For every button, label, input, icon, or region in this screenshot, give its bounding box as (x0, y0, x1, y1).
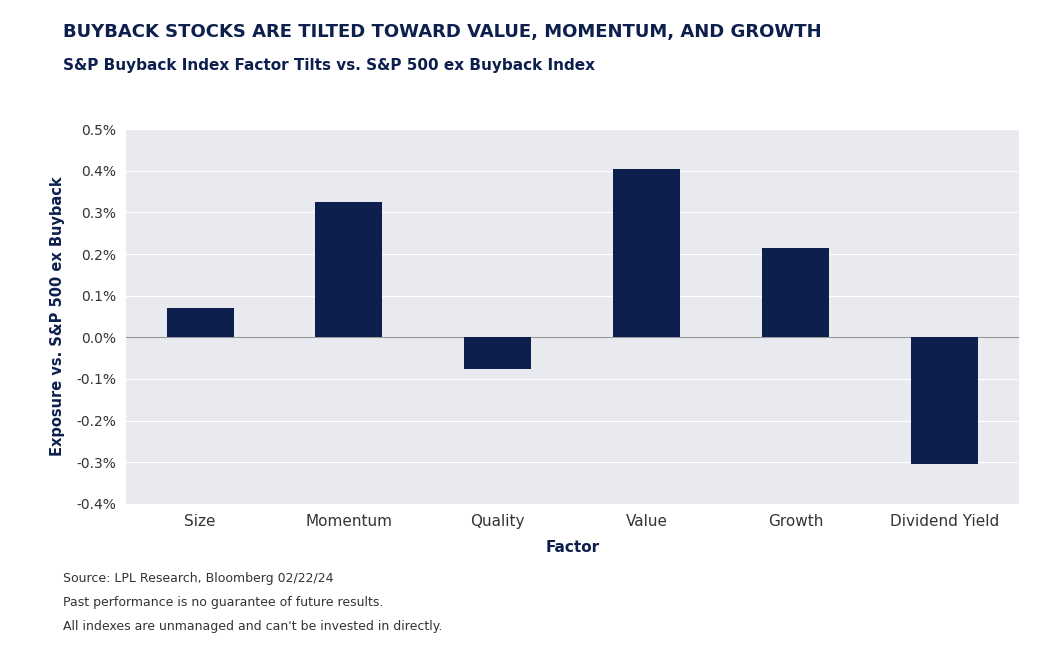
Y-axis label: Exposure vs. S&P 500 ex Buyback: Exposure vs. S&P 500 ex Buyback (50, 177, 65, 456)
Text: Source: LPL Research, Bloomberg 02/22/24: Source: LPL Research, Bloomberg 02/22/24 (63, 572, 334, 585)
Text: Past performance is no guarantee of future results.: Past performance is no guarantee of futu… (63, 596, 383, 609)
Bar (315, 202, 382, 337)
X-axis label: Factor: Factor (545, 539, 600, 555)
Text: S&P Buyback Index Factor Tilts vs. S&P 500 ex Buyback Index: S&P Buyback Index Factor Tilts vs. S&P 5… (63, 58, 595, 73)
Bar (464, 337, 531, 369)
Bar (911, 337, 978, 464)
Bar (613, 169, 680, 337)
Text: BUYBACK STOCKS ARE TILTED TOWARD VALUE, MOMENTUM, AND GROWTH: BUYBACK STOCKS ARE TILTED TOWARD VALUE, … (63, 23, 821, 41)
Text: All indexes are unmanaged and can't be invested in directly.: All indexes are unmanaged and can't be i… (63, 620, 442, 632)
Bar (762, 248, 830, 337)
Bar (167, 308, 233, 337)
